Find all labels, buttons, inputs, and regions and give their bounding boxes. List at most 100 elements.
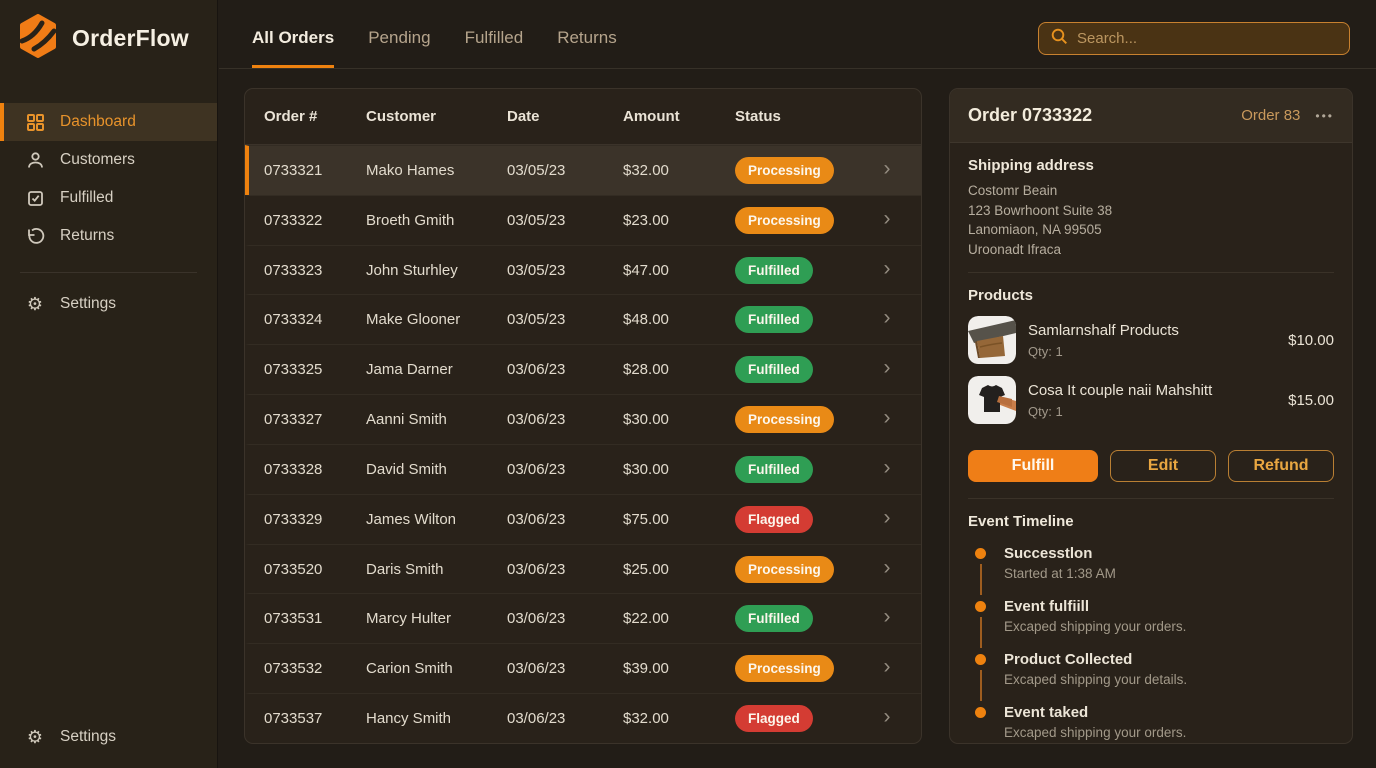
table-row[interactable]: 0733537 Hancy Smith 03/06/23 $32.00 Flag… (245, 693, 921, 743)
table-row[interactable]: 0733325 Jama Darner 03/06/23 $28.00 Fulf… (245, 344, 921, 394)
dashboard-grid-icon (25, 112, 45, 132)
cell-date: 03/05/23 (507, 161, 566, 179)
gear-icon: ⚙ (26, 727, 44, 747)
table-row[interactable]: 0733324 Make Glooner 03/05/23 $48.00 Ful… (245, 294, 921, 344)
cell-order-number: 0733328 (264, 460, 323, 478)
timeline-event: Event taked Excaped shipping your orders… (968, 704, 1334, 743)
table-row[interactable]: 0733327 Aanni Smith 03/06/23 $30.00 Proc… (245, 394, 921, 444)
product-price: $15.00 (1288, 391, 1334, 409)
chevron-right-icon[interactable]: › (883, 505, 891, 529)
event-timeline-section: Event Timeline Successtlon Started at 1:… (968, 498, 1334, 743)
cell-customer: Hancy Smith (366, 710, 452, 728)
chevron-right-icon[interactable]: › (883, 156, 891, 180)
table-row[interactable]: 0733323 John Sturhley 03/05/23 $47.00 Fu… (245, 244, 921, 295)
search-box[interactable] (1038, 22, 1350, 55)
product-row: Cosa It couple naii Mahshitt Qty: 1 $15.… (968, 376, 1334, 424)
timeline-event-title: Event fulfiill (1004, 598, 1090, 615)
timeline-event-subtitle: Excaped shipping your orders. (1004, 619, 1187, 634)
cell-order-number: 0733324 (264, 311, 323, 329)
order-detail-header: Order 0733322 Order 83 ••• (950, 89, 1352, 143)
tab-pending[interactable]: Pending (368, 27, 431, 47)
cell-date: 03/05/23 (507, 211, 566, 229)
cell-date: 03/06/23 (507, 610, 566, 628)
sidebar-item-dashboard[interactable]: Dashboard (0, 103, 217, 141)
shipping-address-section: Shipping address Costomr Beain 123 Bowrh… (968, 143, 1334, 273)
fulfill-button[interactable]: Fulfill (968, 450, 1098, 482)
more-options-icon[interactable]: ••• (1315, 108, 1334, 123)
table-row[interactable]: 0733520 Daris Smith 03/06/23 $25.00 Proc… (245, 543, 921, 594)
table-row[interactable]: 0733531 Marcy Hulter 03/06/23 $22.00 Ful… (245, 593, 921, 643)
cell-customer: Mako Hames (366, 161, 455, 179)
chevron-right-icon[interactable]: › (883, 306, 891, 330)
cell-customer: Jama Darner (366, 361, 453, 379)
cell-customer: James Wilton (366, 510, 457, 528)
chevron-right-icon[interactable]: › (883, 406, 891, 430)
cell-amount: $32.00 (623, 161, 669, 179)
timeline-connector (979, 670, 982, 701)
search-input[interactable] (1077, 30, 1337, 47)
timeline-event: Event fulfiill Excaped shipping your ord… (968, 598, 1334, 651)
status-badge: Fulfilled (735, 256, 813, 284)
cell-amount: $48.00 (623, 311, 669, 329)
search-icon (1051, 28, 1068, 50)
chevron-right-icon[interactable]: › (883, 206, 891, 230)
timeline-dot-icon (975, 548, 986, 559)
cell-amount: $39.00 (623, 660, 669, 678)
cell-order-number: 0733537 (264, 710, 323, 728)
timeline-dot-icon (975, 707, 986, 718)
chevron-right-icon[interactable]: › (883, 705, 891, 729)
sidebar-item-label: Settings (60, 295, 117, 312)
cell-customer: Make Glooner (366, 311, 461, 329)
tab-fulfilled[interactable]: Fulfilled (464, 27, 524, 47)
orders-table-card: Order # Customer Date Amount Status 0733… (244, 88, 922, 744)
app-title: OrderFlow (72, 25, 189, 51)
sidebar-item-customers[interactable]: Customers (0, 141, 217, 179)
cell-date: 03/05/23 (507, 261, 566, 279)
table-row[interactable]: 0733322 Broeth Gmith 03/05/23 $23.00 Pro… (245, 194, 921, 245)
timeline-event-subtitle: Excaped shipping your orders. (1004, 725, 1187, 740)
sidebar-nav: Dashboard Customers Fulfilled (0, 103, 217, 323)
cell-customer: Daris Smith (366, 560, 444, 578)
tab-all-orders[interactable]: All Orders (252, 0, 335, 68)
order-actions: Fulfill Edit Refund (968, 450, 1334, 482)
sidebar: OrderFlow Dashboard Customers (0, 0, 218, 768)
product-price: $10.00 (1288, 331, 1334, 349)
table-row[interactable]: 0733328 David Smith 03/06/23 $30.00 Fulf… (245, 443, 921, 494)
tab-returns[interactable]: Returns (557, 27, 617, 47)
table-row[interactable]: 0733321 Mako Hames 03/05/23 $32.00 Proce… (245, 145, 921, 195)
chevron-right-icon[interactable]: › (883, 655, 891, 679)
order-tabs: All Orders Pending Fulfilled Returns (219, 0, 617, 68)
status-badge: Processing (735, 555, 834, 583)
sidebar-item-settings[interactable]: ⚙ Settings (0, 285, 217, 323)
chevron-right-icon[interactable]: › (883, 356, 891, 380)
chevron-right-icon[interactable]: › (883, 256, 891, 280)
sidebar-bottom-settings[interactable]: ⚙ Settings (0, 718, 217, 756)
timeline-dot-icon (975, 654, 986, 665)
status-badge: Processing (735, 156, 834, 184)
table-header-row: Order # Customer Date Amount Status (245, 89, 921, 145)
timeline-connector (979, 617, 982, 648)
product-thumbnail-tshirt (968, 376, 1016, 424)
cell-order-number: 0733323 (264, 261, 323, 279)
timeline-events: Successtlon Started at 1:38 AM Event ful… (968, 545, 1334, 743)
chevron-right-icon[interactable]: › (883, 605, 891, 629)
cell-order-number: 0733327 (264, 411, 323, 429)
table-row[interactable]: 0733532 Carion Smith 03/06/23 $39.00 Pro… (245, 643, 921, 693)
chevron-right-icon[interactable]: › (883, 555, 891, 579)
cell-order-number: 0733329 (264, 510, 323, 528)
sidebar-item-fulfilled[interactable]: Fulfilled (0, 179, 217, 217)
cell-order-number: 0733322 (264, 211, 323, 229)
products-section: Products Samlarnshalf Products Q (968, 273, 1334, 482)
person-icon (25, 150, 45, 170)
refund-button[interactable]: Refund (1228, 450, 1334, 482)
cell-date: 03/06/23 (507, 710, 566, 728)
edit-button[interactable]: Edit (1110, 450, 1216, 482)
table-row[interactable]: 0733329 James Wilton 03/06/23 $75.00 Fla… (245, 493, 921, 544)
cell-customer: Marcy Hulter (366, 610, 452, 628)
sidebar-item-returns[interactable]: Returns (0, 217, 217, 255)
cell-date: 03/06/23 (507, 411, 566, 429)
cell-customer: Broeth Gmith (366, 211, 455, 229)
cell-customer: Aanni Smith (366, 411, 447, 429)
chevron-right-icon[interactable]: › (883, 455, 891, 479)
order-number-badge: Order 83 (1241, 107, 1301, 124)
